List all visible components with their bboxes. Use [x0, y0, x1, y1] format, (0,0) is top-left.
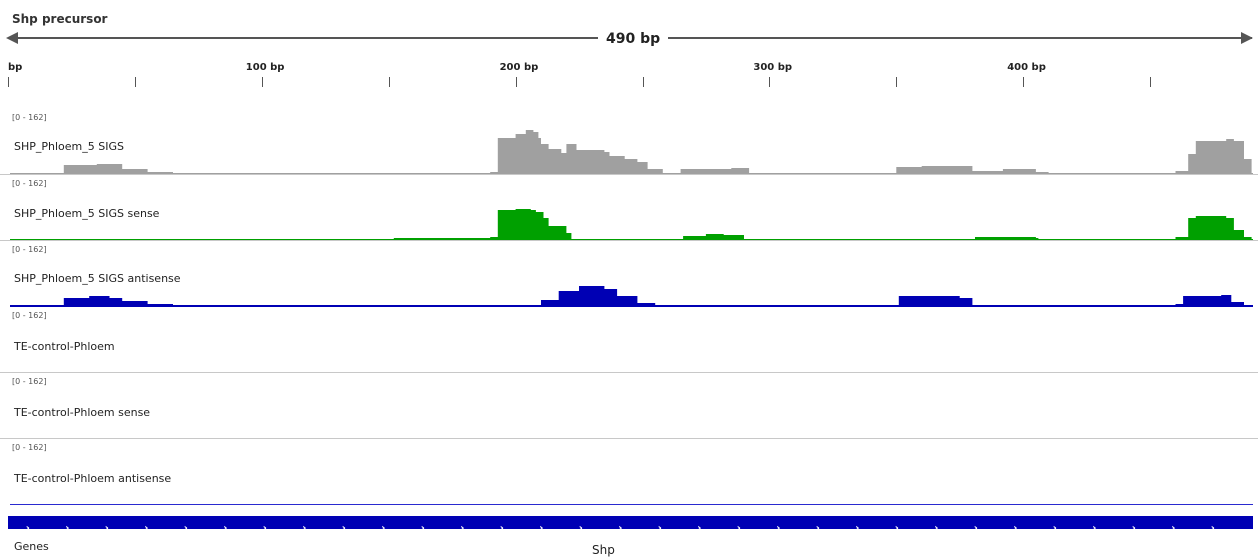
- ruler-tick: [769, 77, 770, 87]
- strand-chevron-icon: ›: [460, 523, 465, 529]
- strand-chevron-icon: ›: [65, 523, 70, 529]
- strand-chevron-icon: ›: [341, 523, 346, 529]
- strand-chevron-icon: ›: [1131, 523, 1136, 529]
- ruler-tick: [896, 77, 897, 87]
- strand-chevron-icon: ›: [539, 523, 544, 529]
- ruler-tick: [389, 77, 390, 87]
- ruler-tick-label: 100 bp: [245, 62, 285, 73]
- strand-chevron-icon: ›: [381, 523, 386, 529]
- strand-chevron-icon: ›: [1210, 523, 1215, 529]
- span-length-label: 490 bp: [598, 31, 669, 47]
- strand-chevron-icon: ›: [302, 523, 307, 529]
- track-divider: [0, 240, 1258, 241]
- strand-chevron-icon: ›: [697, 523, 702, 529]
- strand-chevron-icon: ›: [736, 523, 741, 529]
- strand-chevron-icon: ›: [144, 523, 149, 529]
- strand-chevron-icon: ›: [420, 523, 425, 529]
- ruler-tick-label: 400 bp: [1007, 62, 1046, 73]
- strand-chevron-icon: ›: [1171, 523, 1176, 529]
- strand-chevron-icon: ›: [104, 523, 109, 529]
- track-baseline: [10, 504, 1253, 505]
- track-name[interactable]: SHP_Phloem_5 SIGS antisense: [14, 272, 181, 285]
- strand-chevron-icon: ›: [815, 523, 820, 529]
- track-name[interactable]: TE-control-Phloem antisense: [14, 472, 172, 485]
- strand-chevron-icon: ›: [973, 523, 978, 529]
- gene-name-label: Shp: [592, 543, 615, 557]
- track-range-label: [0 - 162]: [12, 311, 47, 320]
- coverage-area: [129, 209, 1252, 240]
- span-arrow-right-icon: [1241, 32, 1253, 44]
- track-range-label: [0 - 162]: [12, 179, 47, 188]
- strand-chevron-icon: ›: [934, 523, 939, 529]
- track-range-label: [0 - 162]: [12, 377, 47, 386]
- coverage-plot-sigs-sense: [10, 209, 1253, 240]
- span-arrow-left-icon: [6, 32, 18, 44]
- ruler-tick: [8, 77, 9, 87]
- ruler-tick: [1023, 77, 1024, 87]
- strand-chevron-icon: ›: [183, 523, 188, 529]
- genes-track-label: Genes: [14, 540, 49, 553]
- coverage-area: [58, 286, 1244, 306]
- track-name[interactable]: TE-control-Phloem: [14, 340, 115, 353]
- coverage-area: [58, 130, 1252, 174]
- ruler-tick: [516, 77, 517, 87]
- strand-chevron-icon: ›: [223, 523, 228, 529]
- strand-chevron-icon: ›: [262, 523, 267, 529]
- strand-chevron-icon: ›: [1052, 523, 1057, 529]
- track-divider: [0, 438, 1258, 439]
- ruler-tick-label: bp: [8, 62, 23, 73]
- track-range-label: [0 - 162]: [12, 443, 47, 452]
- track-baseline: [10, 306, 1253, 307]
- track-range-label: [0 - 162]: [12, 113, 47, 122]
- ruler-tick: [643, 77, 644, 87]
- track-range-label: [0 - 162]: [12, 245, 47, 254]
- ruler-tick: [1150, 77, 1151, 87]
- coverage-plot-sigs: [10, 130, 1253, 174]
- strand-chevron-icon: ›: [1092, 523, 1097, 529]
- ruler-tick: [135, 77, 136, 87]
- locus-name: Shp precursor: [12, 12, 108, 26]
- track-divider: [0, 372, 1258, 373]
- ruler-tick-label: 200 bp: [499, 62, 539, 73]
- coverage-plot-sigs-antisense: [10, 286, 1253, 306]
- strand-chevron-icon: ›: [1013, 523, 1018, 529]
- track-divider: [0, 174, 1258, 175]
- strand-chevron-icon: ›: [894, 523, 899, 529]
- gene-feature-shp[interactable]: › › › › › › › › › › › › › › › › › › › › › › › › › › › › › › ›: [8, 516, 1253, 529]
- strand-chevron-icon: ›: [578, 523, 583, 529]
- track-name[interactable]: SHP_Phloem_5 SIGS sense: [14, 207, 160, 220]
- ruler-tick-label: 300 bp: [753, 62, 793, 73]
- strand-chevron-icon: ›: [618, 523, 623, 529]
- strand-chevron-icon: ›: [855, 523, 860, 529]
- strand-chevron-icon: ›: [657, 523, 662, 529]
- strand-chevron-icon: ›: [776, 523, 781, 529]
- strand-chevron-icon: ›: [25, 523, 30, 529]
- strand-chevron-icon: ›: [499, 523, 504, 529]
- track-name[interactable]: SHP_Phloem_5 SIGS: [14, 140, 124, 153]
- ruler-tick: [262, 77, 263, 87]
- track-name[interactable]: TE-control-Phloem sense: [14, 406, 151, 419]
